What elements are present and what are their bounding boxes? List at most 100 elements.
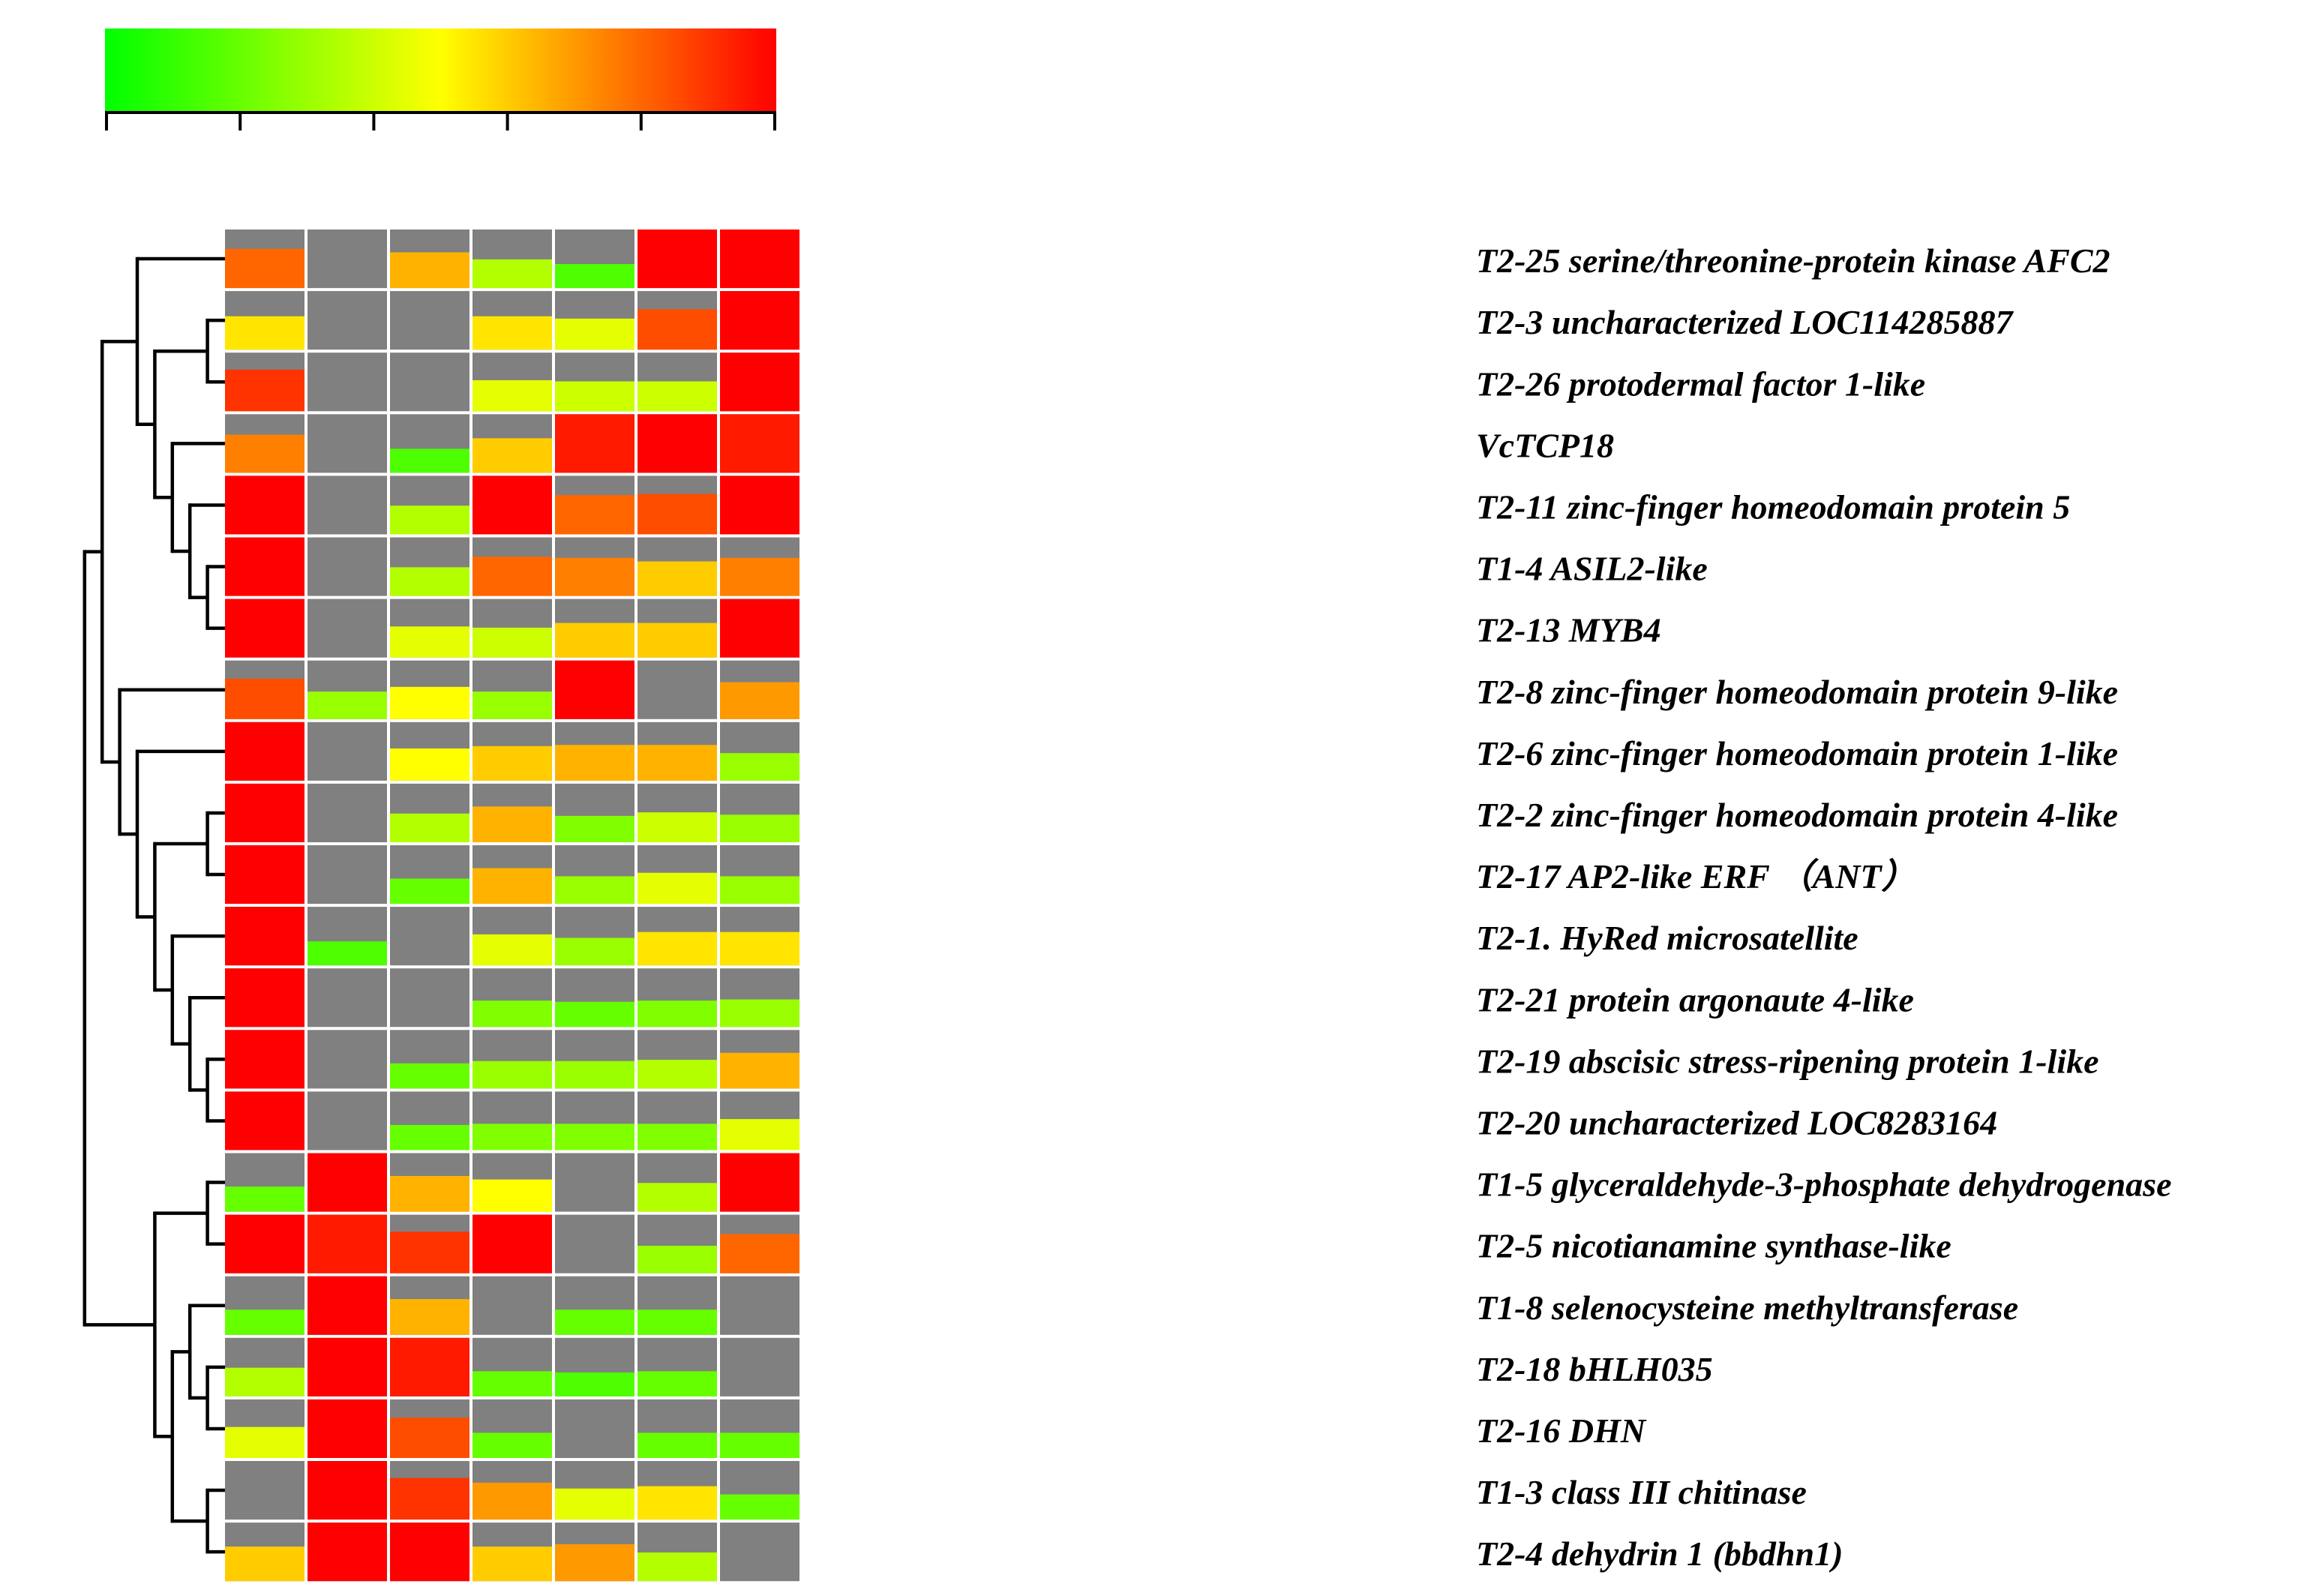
- heatmap-cell-background: [308, 230, 387, 289]
- heatmap-cell-background: [308, 352, 387, 412]
- heatmap-cell: [225, 907, 304, 966]
- heatmap-cell-background: [308, 414, 387, 473]
- heatmap-cell: [720, 557, 800, 596]
- heatmap-cell: [308, 941, 387, 966]
- heatmap-cell: [720, 753, 800, 781]
- heatmap-cell: [472, 934, 552, 966]
- heatmap-cell-background: [308, 476, 387, 535]
- heatmap-cell: [472, 476, 552, 535]
- heatmap-cell: [225, 722, 304, 781]
- heatmap-cell: [472, 1000, 552, 1028]
- heatmap-cell: [308, 1337, 387, 1396]
- heatmap-cell: [720, 230, 800, 289]
- row-label: T2-16 DHN: [1476, 1412, 1647, 1450]
- color-scale-bar: [105, 28, 776, 130]
- heatmap-cell: [308, 1276, 387, 1335]
- heatmap-cell: [638, 1486, 717, 1520]
- heatmap-cell-background: [308, 968, 387, 1028]
- row-label: T1-5 glyceraldehyde-3-phosphate dehydrog…: [1476, 1166, 2172, 1204]
- heatmap-cell: [638, 1183, 717, 1212]
- heatmap-cell: [720, 1494, 800, 1520]
- heatmap-cell: [720, 1432, 800, 1458]
- heatmap-cell: [720, 291, 800, 350]
- heatmap-cell: [720, 598, 800, 658]
- heatmap-cell: [225, 1367, 304, 1396]
- heatmap-cell-background: [720, 1276, 800, 1335]
- heatmap-cell-background: [720, 1522, 800, 1582]
- heatmap-cell: [720, 682, 800, 719]
- heatmap-cell: [555, 264, 634, 289]
- heatmap-cell: [390, 626, 470, 658]
- heatmap-cell: [472, 692, 552, 719]
- heatmap-cell: [555, 1488, 634, 1520]
- heatmap-cell: [720, 1234, 800, 1274]
- heatmap-cell: [638, 1124, 717, 1150]
- heatmap-cell: [308, 1461, 387, 1520]
- heatmap-cell-background: [390, 907, 470, 966]
- heatmap-cell: [472, 1124, 552, 1150]
- heatmap-cell: [308, 692, 387, 719]
- row-label: T2-2 zinc-finger homeodomain protein 4-l…: [1476, 796, 2118, 834]
- heatmap-grid: [225, 230, 800, 1582]
- row-label: T2-25 serine/threonine-protein kinase AF…: [1476, 242, 2110, 280]
- heatmap-cell: [225, 783, 304, 842]
- heatmap-cell: [225, 678, 304, 719]
- heatmap-cell-background: [390, 968, 470, 1028]
- heatmap-cell: [638, 1310, 717, 1335]
- row-label: T2-18 bHLH035: [1476, 1350, 1713, 1388]
- heatmap-cell: [555, 660, 634, 719]
- row-label: T2-8 zinc-finger homeodomain protein 9-l…: [1476, 673, 2118, 711]
- heatmap-cell: [308, 1522, 387, 1582]
- heatmap-cell: [720, 999, 800, 1028]
- heatmap-cell: [638, 872, 717, 904]
- heatmap-cell: [472, 1179, 552, 1212]
- heatmap-cell: [555, 745, 634, 781]
- heatmap-cell: [225, 1186, 304, 1212]
- heatmap-cell: [225, 1310, 304, 1335]
- heatmap-cell-background: [308, 291, 387, 350]
- heatmap-cell-background: [390, 291, 470, 350]
- heatmap-cell-background: [472, 1276, 552, 1335]
- heatmap-cell: [638, 230, 717, 289]
- heatmap-cell-background: [555, 1214, 634, 1274]
- heatmap-cell: [390, 1232, 470, 1274]
- heatmap-cell: [472, 1432, 552, 1458]
- heatmap-cell: [555, 622, 634, 658]
- heatmap-cell: [472, 316, 552, 350]
- heatmap-cell: [638, 494, 717, 535]
- heatmap-cell: [225, 537, 304, 596]
- heatmap-cell-background: [638, 660, 717, 719]
- heatmap-cell: [472, 806, 552, 842]
- heatmap-cell-background: [555, 1153, 634, 1212]
- row-label: T2-4 dehydrin 1 (bbdhn1): [1476, 1534, 1843, 1573]
- color-scale-ticks: [105, 112, 776, 130]
- heatmap-cell: [390, 1478, 470, 1520]
- heatmap-cell: [638, 414, 717, 473]
- heatmap-cell-background: [308, 722, 387, 781]
- heatmap-cell: [720, 876, 800, 904]
- heatmap-cell: [638, 309, 717, 350]
- heatmap-cell: [472, 627, 552, 658]
- heatmap-cell: [390, 813, 470, 842]
- heatmap-cell: [720, 476, 800, 535]
- heatmap-cell-background: [308, 845, 387, 904]
- heatmap-cell: [225, 598, 304, 658]
- heatmap-cell: [555, 1310, 634, 1335]
- heatmap-cell: [638, 622, 717, 658]
- heatmap-cell: [638, 1552, 717, 1582]
- heatmap-cell: [638, 1371, 717, 1396]
- heatmap-cell: [390, 252, 470, 289]
- row-label: T2-6 zinc-finger homeodomain protein 1-l…: [1476, 734, 2118, 772]
- heatmap-cell: [308, 1399, 387, 1458]
- row-label: VcTCP18: [1476, 426, 1614, 464]
- row-label: T2-26 protodermal factor 1-like: [1476, 364, 1925, 403]
- heatmap-cell: [472, 438, 552, 473]
- heatmap-cell: [638, 1000, 717, 1028]
- heatmap-cell-background: [308, 598, 387, 658]
- heatmap-cell: [308, 1153, 387, 1212]
- heatmap-cell: [472, 1371, 552, 1396]
- heatmap-cell: [390, 1299, 470, 1335]
- heatmap-cell: [638, 1245, 717, 1274]
- heatmap-cell: [472, 746, 552, 781]
